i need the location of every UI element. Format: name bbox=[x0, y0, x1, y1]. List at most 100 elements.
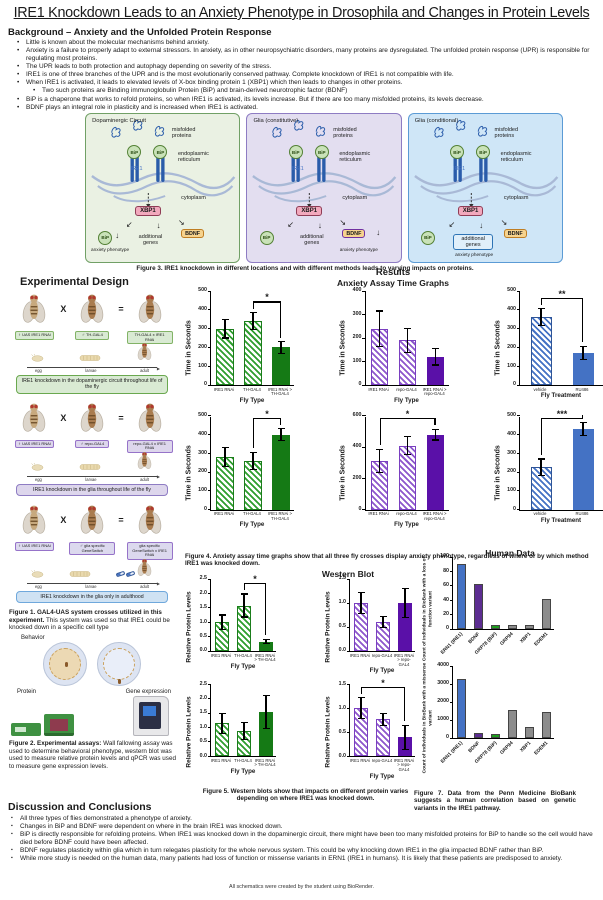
y-tick-label: 0 bbox=[358, 506, 362, 513]
y-tick-mark bbox=[516, 471, 520, 473]
x-tick-labels: IRE1 RNAi TH-GAL4 IRE1 RNAi > TH-GAL4 bbox=[210, 386, 294, 397]
y-axis-label-text: Time in Seconds bbox=[494, 320, 501, 376]
error-bar-cap bbox=[401, 588, 409, 590]
plot-column: 0 1000 2000 3000 4000 ERN1 (IRE1) BDNF GRP78 (B… bbox=[434, 663, 554, 769]
error-bar bbox=[540, 458, 542, 476]
plot-column: 0.0 0.5 1.0 1.5 2.0 2.5 * IRE1 RNAi TH-GAL4 IRE1 … bbox=[194, 574, 276, 674]
error-bar-cap bbox=[379, 725, 387, 727]
x-tick-label-ire1-rnai: IRE1 RNAi bbox=[210, 757, 232, 763]
western-blot-charts-grid: Relative Protein Levels 0.0 0.5 1.0 1.5 2.0 2.… bbox=[183, 574, 415, 780]
x-tick-label-repo-gal4: repo-GAL4 bbox=[371, 652, 393, 658]
y-tick-label: 0 bbox=[513, 381, 516, 388]
y-tick-label: 2.5 bbox=[199, 680, 207, 687]
x-tick-labels: IRE1 RNAi repo-GAL4 IRE1 RNAi > repo-GAL4 bbox=[365, 511, 449, 522]
er-pathway-graphic bbox=[413, 119, 558, 208]
fly-dot-icon bbox=[65, 662, 68, 668]
x-tick-labels: IRE1 RNAi repo-GAL4 IRE1 RNAi > repo-GAL4 bbox=[349, 757, 415, 772]
x-axis-label: Fly Type bbox=[230, 768, 256, 776]
y-tick-mark bbox=[207, 607, 211, 609]
x-tick-label-ire1-rnai-th-gal4: IRE1 RNAi > TH-GAL4 bbox=[268, 386, 292, 397]
y-tick-label: 2.5 bbox=[199, 575, 207, 582]
significance-label: * bbox=[265, 408, 269, 419]
figure7-caption: Figure 7. Data from the Penn Medicine Bi… bbox=[414, 790, 576, 812]
y-tick-mark bbox=[207, 650, 211, 652]
bar-ire1-rnai-repo-gal4 bbox=[426, 434, 445, 510]
significance-bracket bbox=[244, 582, 266, 584]
error-bar bbox=[221, 615, 223, 630]
chart-anxiety-geneswitch-a: Time in Seconds 0 100 200 300 400 500 ** vehicle… bbox=[492, 288, 603, 404]
results-heading: Results bbox=[375, 267, 411, 278]
bar-ern1-ire1 bbox=[456, 678, 467, 738]
y-tick-mark bbox=[207, 452, 211, 454]
error-bar bbox=[404, 588, 406, 618]
error-bar-cap bbox=[537, 458, 545, 460]
x-tick-labels: IRE1 RNAi TH-GAL4 IRE1 RNAi > TH-GAL4 bbox=[210, 757, 276, 768]
error-bar bbox=[221, 713, 223, 734]
adult-fly-icon bbox=[115, 557, 153, 583]
background-section: Background – Anxiety and the Unfolded Pr… bbox=[8, 27, 597, 112]
y-tick-mark bbox=[207, 490, 211, 492]
life-stage-timeline: egg larvae adult bbox=[21, 343, 163, 374]
significance-bracket-drop bbox=[279, 418, 282, 425]
y-tick-mark bbox=[516, 365, 520, 367]
x-tick-labels: IRE1 RNAi repo-GAL4 IRE1 RNAi > repo-GAL4 bbox=[365, 386, 449, 397]
arrow-left-icon: ↙ bbox=[287, 219, 294, 229]
y-tick-mark bbox=[449, 665, 453, 667]
fly-icon bbox=[78, 291, 106, 331]
figure1-caption: Figure 1. GAL4-UAS system crosses utiliz… bbox=[9, 609, 177, 631]
error-bar-cap bbox=[401, 724, 409, 726]
bar-vehicle bbox=[530, 317, 552, 385]
timeline-arrow bbox=[27, 581, 160, 586]
plot-column: 0 100 200 300 400 500 ** vehicle RU486 Fly Treatm… bbox=[503, 288, 603, 404]
plot-area: 0.0 0.5 1.0 1.5 2.0 2.5 bbox=[200, 681, 276, 758]
error-bar bbox=[280, 341, 282, 354]
y-tick-label: 100 bbox=[352, 357, 362, 364]
x-tick-label-th-gal4: TH-GAL4 bbox=[243, 511, 261, 517]
significance-bracket bbox=[379, 417, 436, 420]
error-bar-cap bbox=[249, 329, 257, 331]
fly-icon bbox=[78, 502, 106, 542]
stage-label: egg bbox=[35, 476, 42, 482]
y-tick-mark bbox=[207, 578, 211, 580]
plot-area: 0 200 400 600 * bbox=[353, 409, 449, 512]
arrow-right-icon: ↘ bbox=[500, 218, 508, 228]
female-fly: ♀ UAS IRE1 RNAi bbox=[11, 400, 57, 449]
y-tick-mark bbox=[207, 755, 211, 757]
bar-ern1-ire1 bbox=[456, 564, 467, 629]
arrow-right-icon: ↘ bbox=[177, 218, 185, 228]
fly-icon bbox=[138, 403, 161, 432]
y-tick-mark bbox=[362, 509, 366, 511]
y-tick-label: 1.0 bbox=[338, 704, 346, 711]
fly-icon bbox=[136, 400, 164, 440]
error-bar-cap bbox=[432, 428, 439, 430]
error-bar-cap bbox=[249, 451, 257, 453]
y-tick-mark bbox=[362, 477, 366, 479]
chart-anxiety-repo-b: Time in Seconds 0 200 400 600 * IRE1 RNAi repo-… bbox=[338, 409, 449, 528]
figure2-assays: Behavior Protein Gene expression bbox=[9, 635, 175, 737]
figure3-panel-glia-conditional: Glia (conditional) misfolded proteins endo… bbox=[407, 113, 563, 263]
y-tick-label: 200 bbox=[352, 474, 362, 481]
error-bar bbox=[434, 348, 437, 366]
stage-label: larvae bbox=[85, 368, 97, 374]
y-tick-label: 300 bbox=[198, 324, 207, 331]
y-tick-mark bbox=[362, 337, 366, 339]
gene-expression-label: Gene expression bbox=[125, 689, 171, 696]
significance-bracket-drop bbox=[264, 584, 267, 636]
knockdown-description: IRE1 knockdown in the glia only in adult… bbox=[16, 590, 168, 604]
plot-area: 0.0 0.5 1.0 1.5 * bbox=[339, 678, 415, 758]
bip-chaperone-icon: BiP bbox=[314, 145, 329, 160]
discussion-heading: Discussion and Conclusions bbox=[8, 801, 152, 813]
y-tick-label: 500 bbox=[198, 412, 207, 419]
y-tick-label: 100 bbox=[507, 362, 516, 369]
chart-anxiety-geneswitch-b: Time in Seconds 0 100 200 300 400 500 *** vehicl… bbox=[492, 409, 603, 529]
y-tick-mark bbox=[449, 599, 453, 601]
panel-title: Dopaminergic Circuit bbox=[92, 118, 146, 125]
gel-tank-icon bbox=[44, 714, 74, 737]
y-tick-label: 40 bbox=[443, 596, 449, 603]
bip-output-icon: BiP bbox=[259, 230, 274, 245]
anxiety-graphs-heading: Anxiety Assay Time Graphs bbox=[337, 278, 449, 288]
significance-bracket-drop bbox=[379, 419, 381, 446]
cross-symbol: X bbox=[60, 304, 67, 314]
x-tick-labels: ERN1 (IRE1) BDNF GRP78 (BiP) GRP94 XBP1 EDEM1 bbox=[440, 739, 554, 769]
error-bar bbox=[243, 722, 245, 740]
